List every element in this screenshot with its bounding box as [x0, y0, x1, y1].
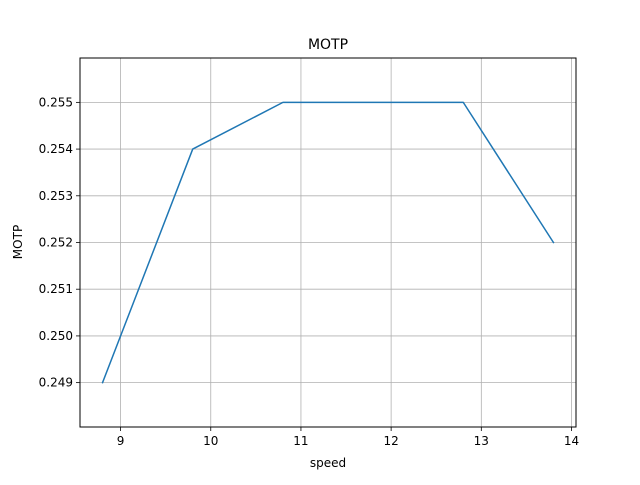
x-tick-label: 13 — [474, 434, 489, 448]
x-axis-label: speed — [310, 456, 346, 470]
x-tick-label: 12 — [383, 434, 398, 448]
chart-title: MOTP — [308, 37, 348, 53]
y-tick-label: 0.249 — [39, 376, 73, 390]
y-axis-label: MOTP — [11, 225, 25, 259]
series-line — [101, 101, 555, 384]
x-tick-label: 10 — [203, 434, 218, 448]
x-tick-label: 9 — [117, 434, 125, 448]
x-tick-label: 11 — [293, 434, 308, 448]
y-axis-ticks: 0.249 0.250 0.251 0.252 0.253 0.254 0.255 — [39, 95, 80, 390]
y-tick-label: 0.254 — [39, 142, 73, 156]
x-tick-label: 14 — [564, 434, 579, 448]
y-tick-label: 0.250 — [39, 329, 73, 343]
series-lines — [101, 101, 555, 384]
y-tick-label: 0.253 — [39, 189, 73, 203]
x-axis-ticks: 9 10 11 12 13 14 — [117, 427, 579, 448]
y-tick-label: 0.252 — [39, 236, 73, 250]
y-tick-label: 0.255 — [39, 95, 73, 109]
y-tick-label: 0.251 — [39, 282, 73, 296]
